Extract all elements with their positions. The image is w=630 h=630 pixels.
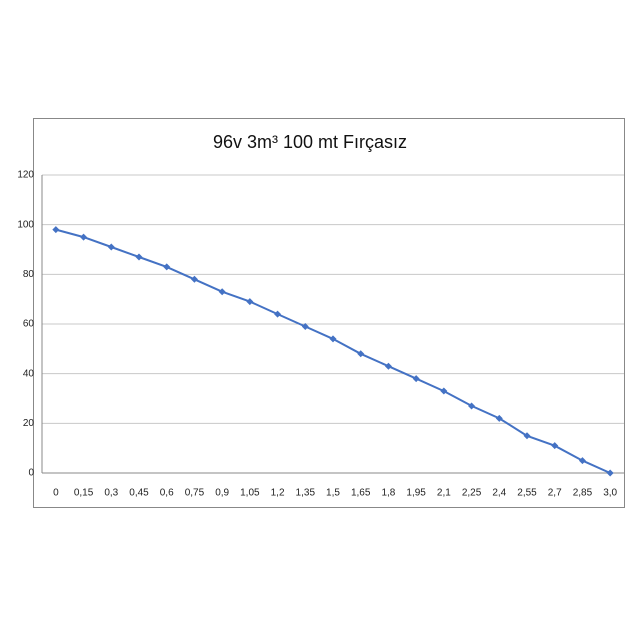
- x-tick-label: 1,65: [351, 488, 371, 499]
- x-tick-label: 2,85: [573, 488, 593, 499]
- data-point: [384, 362, 392, 370]
- data-point: [578, 457, 586, 465]
- y-tick-label: 120: [17, 170, 34, 181]
- data-point: [163, 263, 171, 271]
- x-tick-label: 1,2: [271, 488, 285, 499]
- data-point: [135, 253, 143, 261]
- x-tick-label: 0,6: [160, 488, 174, 499]
- x-tick-label: 0,15: [74, 488, 94, 499]
- x-tick-label: 0: [53, 488, 59, 499]
- x-tick-label: 1,5: [326, 488, 340, 499]
- x-tick-label: 2,1: [437, 488, 451, 499]
- data-point: [190, 275, 198, 283]
- x-tick-label: 1,35: [296, 488, 316, 499]
- data-point: [440, 387, 448, 395]
- data-point: [246, 298, 254, 306]
- y-tick-label: 20: [23, 418, 35, 429]
- x-tick-label: 1,95: [406, 488, 426, 499]
- x-tick-label: 2,4: [492, 488, 506, 499]
- y-tick-label: 60: [23, 319, 35, 330]
- y-tick-label: 80: [23, 269, 35, 280]
- x-tick-label: 0,3: [104, 488, 118, 499]
- data-point: [523, 432, 531, 440]
- x-tick-label: 2,7: [548, 488, 562, 499]
- data-point: [107, 243, 115, 251]
- data-point: [606, 469, 614, 477]
- x-tick-label: 1,05: [240, 488, 260, 499]
- chart-border: [33, 118, 625, 508]
- data-point: [329, 335, 337, 343]
- data-point: [301, 322, 309, 330]
- y-tick-label: 100: [17, 219, 34, 230]
- x-tick-label: 0,75: [185, 488, 205, 499]
- data-point: [551, 442, 559, 450]
- chart-title: 96v 3m³ 100 mt Fırçasız: [213, 132, 407, 152]
- data-point: [468, 402, 476, 410]
- data-point: [495, 414, 503, 422]
- y-tick-label: 0: [28, 468, 34, 479]
- data-point: [218, 288, 226, 296]
- x-tick-label: 2,25: [462, 488, 482, 499]
- x-tick-label: 1,8: [381, 488, 395, 499]
- data-point: [52, 226, 60, 234]
- x-tick-label: 0,45: [129, 488, 149, 499]
- data-point: [80, 233, 88, 241]
- x-tick-label: 0,9: [215, 488, 229, 499]
- x-tick-label: 3,0: [603, 488, 617, 499]
- x-tick-label: 2,55: [517, 488, 537, 499]
- data-point: [274, 310, 282, 318]
- data-point: [412, 375, 420, 383]
- data-point: [357, 350, 365, 358]
- y-tick-label: 40: [23, 368, 35, 379]
